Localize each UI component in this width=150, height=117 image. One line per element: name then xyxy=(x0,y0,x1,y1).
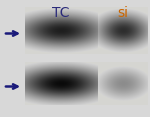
Text: si: si xyxy=(117,6,129,20)
Text: TC: TC xyxy=(52,6,70,20)
